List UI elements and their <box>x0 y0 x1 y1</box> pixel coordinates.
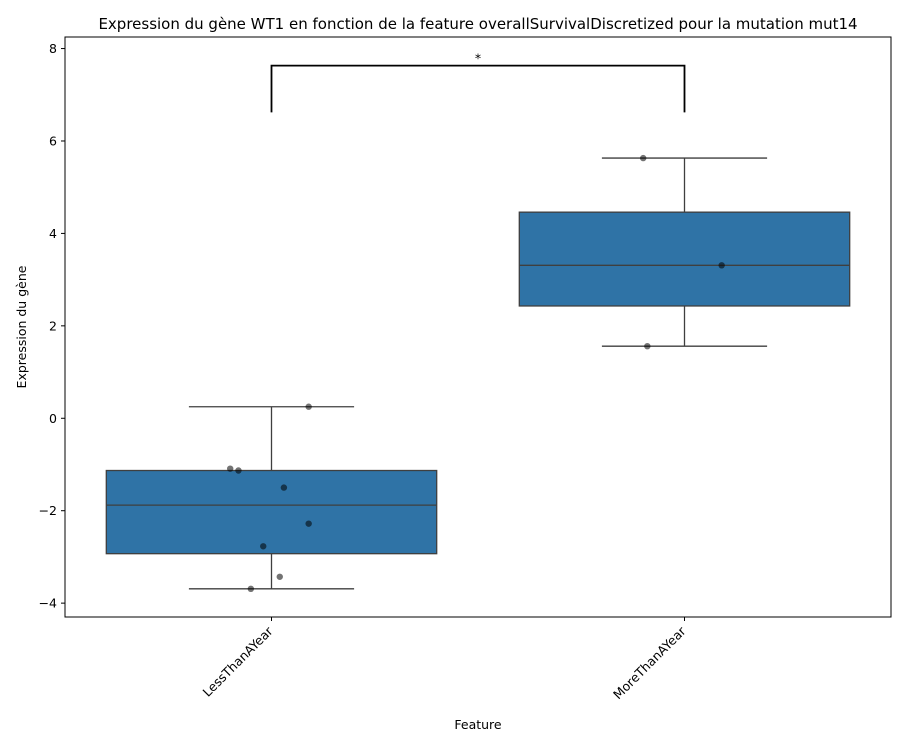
box-LessThanAYear <box>105 469 438 555</box>
significance-label: * <box>475 51 481 66</box>
data-point <box>276 573 283 580</box>
data-point <box>247 585 255 593</box>
x-axis-label: Feature <box>454 717 502 732</box>
data-point <box>644 342 651 350</box>
y-tick-label: −2 <box>39 503 57 518</box>
data-point <box>718 262 725 269</box>
data-point <box>305 520 312 527</box>
x-tick-label: LessThanAYear <box>199 623 276 700</box>
y-tick-label: 4 <box>49 226 57 241</box>
significance-bracket <box>270 64 686 113</box>
y-tick-label: 0 <box>49 411 57 426</box>
plot-frame <box>64 36 892 618</box>
y-tick-label: 6 <box>49 133 57 148</box>
y-axis-label: Expression du gène <box>14 265 29 388</box>
plot-area: * −4 −2 0 2 4 6 8 LessThanAYear MoreThanAYear <box>39 36 892 702</box>
data-point <box>235 467 242 474</box>
data-point <box>260 543 267 550</box>
y-tick-label: −4 <box>39 596 57 611</box>
data-point <box>280 484 288 491</box>
y-tick-label: 8 <box>49 41 57 56</box>
chart-title: Expression du gène WT1 en fonction de la… <box>98 15 857 33</box>
y-tick-label: 2 <box>49 318 57 333</box>
box-MoreThanAYear <box>518 211 851 307</box>
x-tick-label: MoreThanAYear <box>610 623 689 702</box>
data-point <box>640 154 647 162</box>
data-point <box>227 465 234 472</box>
data-point <box>305 403 312 410</box>
